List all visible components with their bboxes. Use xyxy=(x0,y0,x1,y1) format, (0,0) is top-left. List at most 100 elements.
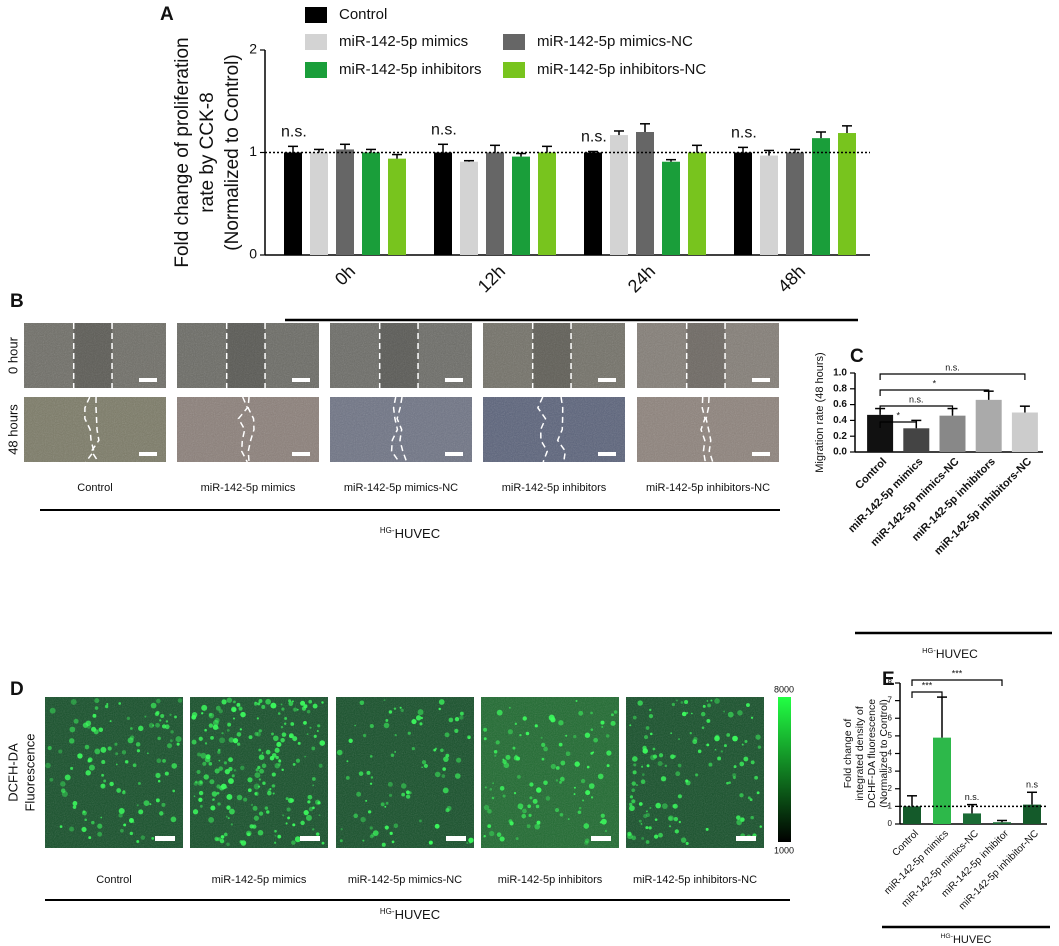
cell xyxy=(339,839,343,843)
cell xyxy=(673,816,679,822)
image-texture xyxy=(330,323,472,388)
cell xyxy=(308,806,314,812)
scratch-image xyxy=(637,323,779,388)
scale-bar xyxy=(736,836,756,841)
cell xyxy=(383,699,386,702)
cell xyxy=(728,781,731,784)
cell xyxy=(559,776,565,782)
cell xyxy=(253,815,260,821)
cell xyxy=(526,824,531,829)
cell xyxy=(356,791,362,797)
cell xyxy=(321,841,325,845)
scratch-edge xyxy=(84,396,95,463)
cell xyxy=(219,785,225,791)
cell xyxy=(559,812,564,817)
bar xyxy=(362,152,380,255)
cell xyxy=(200,752,207,759)
cell xyxy=(369,782,373,785)
cell xyxy=(346,760,349,763)
error-bar xyxy=(842,125,852,134)
cell xyxy=(69,826,75,832)
cell xyxy=(261,752,264,754)
column-label: miR-142-5p inhibitors-NC xyxy=(646,482,770,494)
bar xyxy=(734,152,752,255)
y-tick-label: 0.2 xyxy=(833,431,847,442)
cell xyxy=(543,746,548,752)
cell xyxy=(740,817,745,822)
cell xyxy=(362,733,367,738)
cell xyxy=(91,820,95,825)
cell xyxy=(640,779,646,785)
bar xyxy=(903,806,921,824)
cell xyxy=(438,707,441,711)
y-axis-label: Migration rate (48 hours) xyxy=(814,352,826,472)
cell xyxy=(291,840,296,845)
cell xyxy=(318,814,321,817)
cell xyxy=(274,834,277,837)
cell xyxy=(732,735,738,742)
cell xyxy=(580,778,586,784)
cell xyxy=(574,761,580,767)
scale-bar xyxy=(139,452,157,456)
cell xyxy=(555,766,560,770)
scale-bar xyxy=(752,378,770,382)
cell xyxy=(606,750,612,756)
cell xyxy=(143,800,150,807)
cell xyxy=(732,776,736,780)
cell xyxy=(311,746,316,751)
cell xyxy=(588,783,595,789)
cell xyxy=(362,839,365,842)
cell xyxy=(600,720,605,725)
cell xyxy=(714,748,717,751)
bar xyxy=(939,415,966,452)
bar xyxy=(1011,412,1038,452)
cell xyxy=(680,701,684,704)
cell xyxy=(292,823,296,827)
column-label: miR-142-5p inhibitors-NC xyxy=(633,874,757,886)
cell xyxy=(81,826,87,833)
cell xyxy=(176,742,180,746)
cell xyxy=(217,727,220,730)
cell xyxy=(262,781,266,785)
cell xyxy=(223,832,228,837)
cell xyxy=(441,774,446,778)
cell xyxy=(577,810,582,815)
scale-bar xyxy=(445,378,463,382)
cell xyxy=(483,727,488,732)
cell xyxy=(406,790,410,795)
cell xyxy=(281,768,284,772)
cell xyxy=(313,734,317,738)
cell xyxy=(82,810,86,814)
cell xyxy=(121,750,127,755)
cell xyxy=(281,732,287,737)
y-axis-label: integrated density of xyxy=(854,706,866,801)
cell xyxy=(265,749,271,755)
cell xyxy=(212,724,219,730)
cell xyxy=(104,704,109,709)
image-texture xyxy=(483,397,625,462)
cell xyxy=(590,796,594,799)
cell xyxy=(629,795,634,799)
cell xyxy=(658,753,664,758)
cell xyxy=(714,698,720,704)
cell xyxy=(675,771,681,777)
cell xyxy=(201,712,204,715)
cell xyxy=(303,809,309,816)
cell xyxy=(150,702,157,709)
cell xyxy=(717,756,722,761)
cell xyxy=(218,766,224,771)
cell xyxy=(685,780,691,786)
bar xyxy=(963,813,981,824)
image-texture xyxy=(637,323,779,388)
cell xyxy=(100,783,106,789)
cell xyxy=(249,824,254,829)
cell xyxy=(502,794,506,798)
cell xyxy=(536,820,541,825)
cell xyxy=(255,768,259,772)
scratch-edge xyxy=(247,396,255,463)
cell xyxy=(484,786,487,789)
cell xyxy=(157,779,161,783)
cell xyxy=(243,797,248,802)
cell xyxy=(642,748,648,754)
significance-label: * xyxy=(933,378,937,388)
